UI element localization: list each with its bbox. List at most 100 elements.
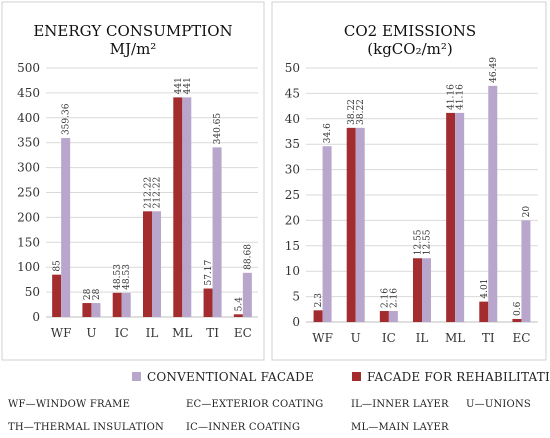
co2-emissions-chart: 0 5 10 15 20 25 30 35 40 45 50 WF 2.3 34.6 U 38.22 38.22…: [285, 57, 538, 345]
y-tick-label: 0: [32, 310, 40, 324]
data-label: 28: [92, 288, 102, 300]
data-label: 28: [83, 288, 93, 300]
bar-conventional: [488, 85, 498, 322]
data-label: 38.22: [356, 99, 366, 125]
y-tick-label: 15: [285, 239, 300, 253]
y-tick-label: 350: [17, 136, 40, 150]
abbr-th: TH—THERMAL INSULATION: [8, 422, 164, 433]
bar-rehabilitation: [203, 288, 213, 317]
bar-rehabilitation: [512, 318, 522, 322]
data-label: 4.01: [480, 279, 490, 299]
x-tick-label: U: [86, 326, 96, 340]
energy-chart-title: ENERGY CONSUMPTION: [33, 22, 232, 40]
x-tick-label: IC: [382, 331, 396, 345]
data-label: 41.16: [456, 84, 466, 110]
bar-conventional: [182, 97, 192, 317]
y-tick-label: 20: [285, 213, 300, 227]
y-tick-label: 25: [285, 188, 300, 202]
y-tick-label: 30: [285, 163, 300, 177]
data-label: 48.53: [122, 264, 132, 290]
y-tick-label: 300: [17, 161, 40, 175]
bar-rehabilitation: [313, 310, 323, 322]
bar-conventional: [121, 292, 131, 317]
abbr-ml: ML—MAIN LAYER: [351, 422, 449, 433]
x-tick-label: WF: [312, 331, 333, 345]
energy-consumption-chart: 0 50 100 150 200 250 300 350 400 450 500 WF 85 359.36…: [17, 61, 258, 340]
data-label: 2.3: [314, 293, 324, 308]
y-tick-label: 0: [292, 315, 300, 329]
data-label: 0.6: [513, 301, 523, 316]
data-label: 34.6: [323, 123, 333, 143]
co2-panel: [271, 1, 547, 361]
data-label: 212.22: [144, 177, 154, 209]
bar-conventional: [455, 112, 465, 323]
bar-rehabilitation: [346, 127, 356, 322]
x-tick-label: TI: [482, 331, 495, 345]
x-tick-label: EC: [234, 326, 252, 340]
bar-conventional: [388, 311, 398, 322]
data-label: 57.17: [204, 259, 214, 285]
data-label: 41.16: [447, 84, 457, 110]
y-tick-label: 400: [17, 111, 40, 125]
data-label: 38.22: [347, 99, 357, 125]
data-label: 12.55: [414, 229, 424, 255]
y-tick-label: 100: [17, 260, 40, 274]
bar-conventional: [322, 146, 332, 322]
bar-rehabilitation: [379, 311, 389, 322]
data-label: 85: [53, 260, 63, 272]
data-label: 88.68: [243, 244, 253, 270]
x-tick-label: IC: [115, 326, 129, 340]
data-label: 441: [174, 77, 184, 94]
y-tick-label: 50: [285, 61, 300, 75]
bar-conventional: [91, 303, 101, 317]
x-tick-label: ML: [445, 331, 465, 345]
abbr-wf: WF—WINDOW FRAME: [8, 399, 130, 410]
legend-label-conventional: CONVENTIONAL FACADE: [147, 370, 314, 384]
x-tick-label: IL: [416, 331, 429, 345]
abbr-il: IL—INNER LAYER: [351, 399, 449, 410]
bar-conventional: [422, 258, 431, 322]
x-tick-label: TI: [206, 326, 219, 340]
data-label: 340.65: [213, 113, 223, 145]
bar-rehabilitation: [446, 112, 456, 323]
abbr-u: U—UNIONS: [466, 399, 531, 410]
y-tick-label: 450: [17, 86, 40, 100]
bar-rehabilitation: [173, 97, 183, 317]
data-label: 48.53: [113, 264, 123, 290]
legend-label-rehabilitation: FACADE FOR REHABILITATION: [367, 370, 550, 384]
bar-rehabilitation: [143, 211, 152, 317]
bar-conventional: [152, 211, 161, 317]
x-tick-label: U: [351, 331, 361, 345]
y-tick-label: 45: [285, 86, 300, 100]
y-tick-label: 50: [25, 285, 40, 299]
data-label: 12.55: [423, 229, 433, 255]
data-label: 359.36: [62, 103, 72, 135]
bar-rehabilitation: [413, 258, 422, 322]
data-label: 441: [183, 77, 193, 94]
y-tick-label: 150: [17, 235, 40, 249]
y-tick-label: 5: [292, 290, 300, 304]
abbr-ec: EC—EXTERIOR COATING: [186, 399, 323, 410]
data-label: 46.49: [489, 57, 499, 83]
energy-chart-subtitle: MJ/m²: [110, 40, 157, 58]
y-tick-label: 500: [17, 61, 40, 75]
x-tick-label: ML: [172, 326, 192, 340]
y-tick-label: 250: [17, 186, 40, 200]
bar-rehabilitation: [479, 301, 489, 322]
bar-rehabilitation: [52, 274, 62, 317]
legend-swatch-rehabilitation: [352, 372, 361, 381]
data-label: 20: [522, 206, 532, 218]
bar-rehabilitation: [233, 314, 243, 317]
data-label: 212.22: [153, 177, 163, 209]
bar-conventional: [521, 220, 531, 322]
x-tick-label: IL: [146, 326, 159, 340]
bar-conventional: [242, 272, 252, 317]
co2-chart-title: CO2 EMISSIONS: [344, 22, 476, 40]
data-label: 2.16: [380, 288, 390, 308]
y-tick-label: 40: [285, 112, 300, 126]
bar-conventional: [61, 138, 71, 317]
data-label: 2.16: [389, 288, 399, 308]
x-tick-label: EC: [512, 331, 530, 345]
y-tick-label: 200: [17, 210, 40, 224]
